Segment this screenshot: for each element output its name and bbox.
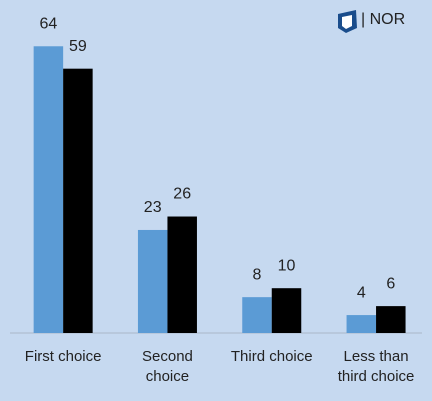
logo [338, 10, 357, 33]
data-label: 64 [40, 15, 58, 32]
bar [242, 297, 272, 333]
data-label: 6 [386, 275, 395, 292]
data-label: 8 [253, 266, 262, 283]
x-tick-label: Third choice [230, 348, 313, 365]
bar [271, 288, 302, 333]
data-label: 10 [278, 257, 296, 274]
bar [137, 229, 168, 333]
data-label: 59 [69, 38, 87, 55]
data-label: 26 [173, 186, 191, 203]
bar [376, 306, 406, 333]
bar [63, 68, 93, 334]
bar [167, 216, 197, 333]
bar [33, 46, 64, 333]
x-tick-label: First choice [24, 348, 102, 365]
x-tick-label: Second choice [142, 348, 193, 385]
data-label: 23 [144, 199, 162, 216]
header-text: | NOR [361, 11, 405, 28]
x-tick-label: Less than third choice [337, 348, 415, 385]
data-label: 4 [357, 284, 366, 301]
bar [346, 315, 377, 333]
